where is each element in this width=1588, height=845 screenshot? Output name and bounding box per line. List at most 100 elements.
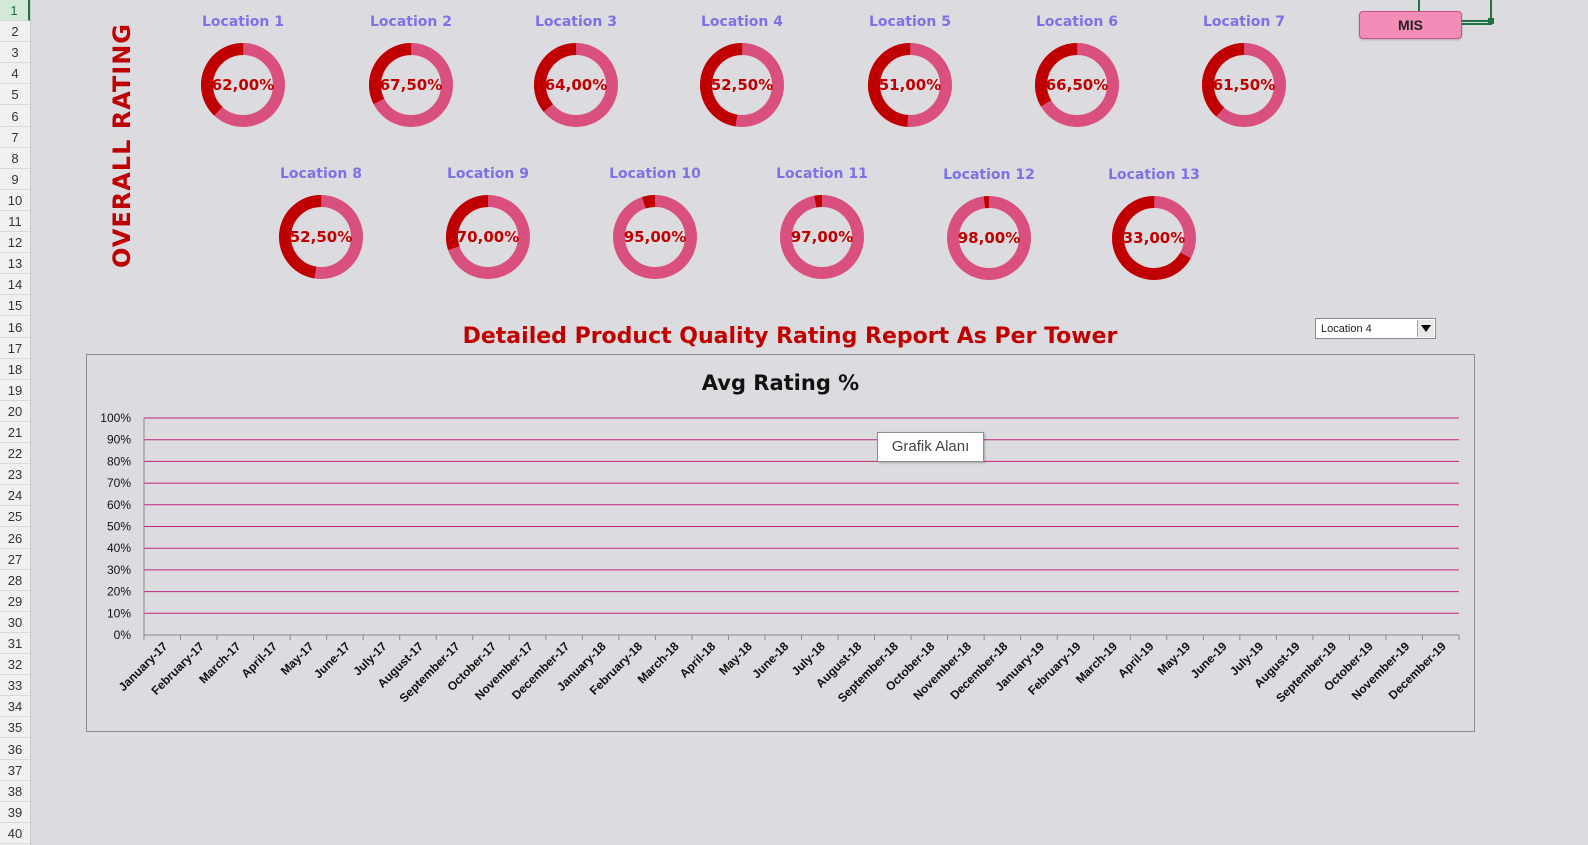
row-number[interactable]: 15	[0, 295, 30, 316]
row-number[interactable]: 26	[0, 528, 30, 549]
row-number[interactable]: 1	[0, 0, 30, 21]
row-number[interactable]: 40	[0, 823, 30, 844]
rating-percentage: 97,00%	[779, 194, 865, 280]
location-card: Location 12 98,00%	[909, 167, 1069, 281]
row-number[interactable]: 31	[0, 633, 30, 654]
row-number[interactable]: 20	[0, 401, 30, 422]
row-number[interactable]: 24	[0, 485, 30, 506]
row-number[interactable]: 19	[0, 380, 30, 401]
row-number[interactable]: 38	[0, 781, 30, 802]
location-name: Location 13	[1074, 167, 1234, 183]
rating-percentage: 61,50%	[1201, 42, 1287, 128]
x-tick-label: April-17	[238, 639, 280, 681]
rating-donut[interactable]: 95,00%	[612, 194, 698, 280]
row-number[interactable]: 8	[0, 148, 30, 169]
location-name: Location 9	[408, 166, 568, 182]
location-card: Location 6 66,50%	[997, 14, 1157, 128]
row-number[interactable]: 27	[0, 549, 30, 570]
row-number[interactable]: 34	[0, 696, 30, 717]
row-number[interactable]: 21	[0, 422, 30, 443]
row-number[interactable]: 36	[0, 739, 30, 760]
location-name: Location 1	[163, 14, 323, 30]
location-card: Location 1 62,00%	[163, 14, 323, 128]
row-number[interactable]: 25	[0, 506, 30, 527]
y-tick-label: 50%	[107, 520, 131, 534]
y-tick-label: 100%	[100, 411, 131, 425]
row-number[interactable]: 3	[0, 42, 30, 63]
rating-percentage: 62,00%	[200, 42, 286, 128]
rating-donut[interactable]: 52,50%	[278, 194, 364, 280]
row-number[interactable]: 4	[0, 63, 30, 84]
row-number[interactable]: 29	[0, 591, 30, 612]
location-card: Location 5 51,00%	[830, 14, 990, 128]
location-name: Location 8	[241, 166, 401, 182]
row-number[interactable]: 39	[0, 802, 30, 823]
row-number[interactable]: 14	[0, 274, 30, 295]
x-tick-label: April-19	[1115, 639, 1157, 681]
rating-percentage: 52,50%	[699, 42, 785, 128]
row-number[interactable]: 5	[0, 84, 30, 105]
rating-percentage: 51,00%	[867, 42, 953, 128]
row-number[interactable]: 7	[0, 127, 30, 148]
row-number[interactable]: 6	[0, 106, 30, 127]
rating-donut[interactable]: 70,00%	[445, 194, 531, 280]
row-number[interactable]: 12	[0, 232, 30, 253]
row-number[interactable]: 9	[0, 169, 30, 190]
y-tick-label: 10%	[107, 606, 131, 620]
location-name: Location 4	[662, 14, 822, 30]
row-number[interactable]: 23	[0, 464, 30, 485]
location-card: Location 2 67,50%	[331, 14, 491, 128]
location-name: Location 2	[331, 14, 491, 30]
location-card: Location 8 52,50%	[241, 166, 401, 280]
rating-donut[interactable]: 64,00%	[533, 42, 619, 128]
row-number[interactable]: 18	[0, 359, 30, 380]
row-number[interactable]: 32	[0, 654, 30, 675]
chart-area[interactable]: Avg Rating % 0% 10% 20% 30% 40% 50% 60% 70% 80% 9…	[86, 354, 1475, 732]
row-number[interactable]: 22	[0, 443, 30, 464]
location-card: Location 3 64,00%	[496, 14, 656, 128]
row-number[interactable]: 10	[0, 190, 30, 211]
x-tick-label: June-17	[311, 639, 353, 681]
rating-percentage: 98,00%	[946, 195, 1032, 281]
rating-donut[interactable]: 67,50%	[368, 42, 454, 128]
connector-line	[1460, 23, 1492, 25]
y-tick-label: 60%	[107, 498, 131, 512]
x-tick-label: June-18	[749, 639, 791, 681]
rating-donut[interactable]: 98,00%	[946, 195, 1032, 281]
location-card: Location 4 52,50%	[662, 14, 822, 128]
row-number[interactable]: 30	[0, 612, 30, 633]
rating-donut[interactable]: 51,00%	[867, 42, 953, 128]
rating-donut[interactable]: 52,50%	[699, 42, 785, 128]
y-tick-label: 30%	[107, 563, 131, 577]
row-number[interactable]: 35	[0, 717, 30, 738]
location-name: Location 3	[496, 14, 656, 30]
row-number[interactable]: 33	[0, 675, 30, 696]
rating-percentage: 64,00%	[533, 42, 619, 128]
location-dropdown[interactable]: Location 4	[1315, 318, 1436, 339]
location-card: Location 11 97,00%	[742, 166, 902, 280]
row-number[interactable]: 11	[0, 211, 30, 232]
location-card: Location 7 61,50%	[1164, 14, 1324, 128]
y-tick-label: 0%	[114, 628, 132, 642]
location-card: Location 9 70,00%	[408, 166, 568, 280]
row-number[interactable]: 37	[0, 760, 30, 781]
location-name: Location 5	[830, 14, 990, 30]
y-tick-label: 70%	[107, 476, 131, 490]
location-name: Location 6	[997, 14, 1157, 30]
row-number[interactable]: 2	[0, 21, 30, 42]
mis-button[interactable]: MIS	[1359, 11, 1462, 39]
rating-donut[interactable]: 33,00%	[1111, 195, 1197, 281]
location-name: Location 7	[1164, 14, 1324, 30]
row-header-column[interactable]: 1 2 3 4 5 6 7 8 9 10 11 12 13 14 15 16 17 18 19 20 21 22 23 24 2…	[0, 0, 31, 845]
rating-percentage: 66,50%	[1034, 42, 1120, 128]
dropdown-arrow-icon[interactable]	[1417, 320, 1434, 337]
row-number[interactable]: 13	[0, 253, 30, 274]
rating-percentage: 52,50%	[278, 194, 364, 280]
rating-donut[interactable]: 62,00%	[200, 42, 286, 128]
y-tick-label: 80%	[107, 454, 131, 468]
rating-donut[interactable]: 66,50%	[1034, 42, 1120, 128]
row-number[interactable]: 28	[0, 570, 30, 591]
rating-donut[interactable]: 97,00%	[779, 194, 865, 280]
overall-rating-label: OVERALL RATING	[108, 23, 136, 268]
rating-donut[interactable]: 61,50%	[1201, 42, 1287, 128]
